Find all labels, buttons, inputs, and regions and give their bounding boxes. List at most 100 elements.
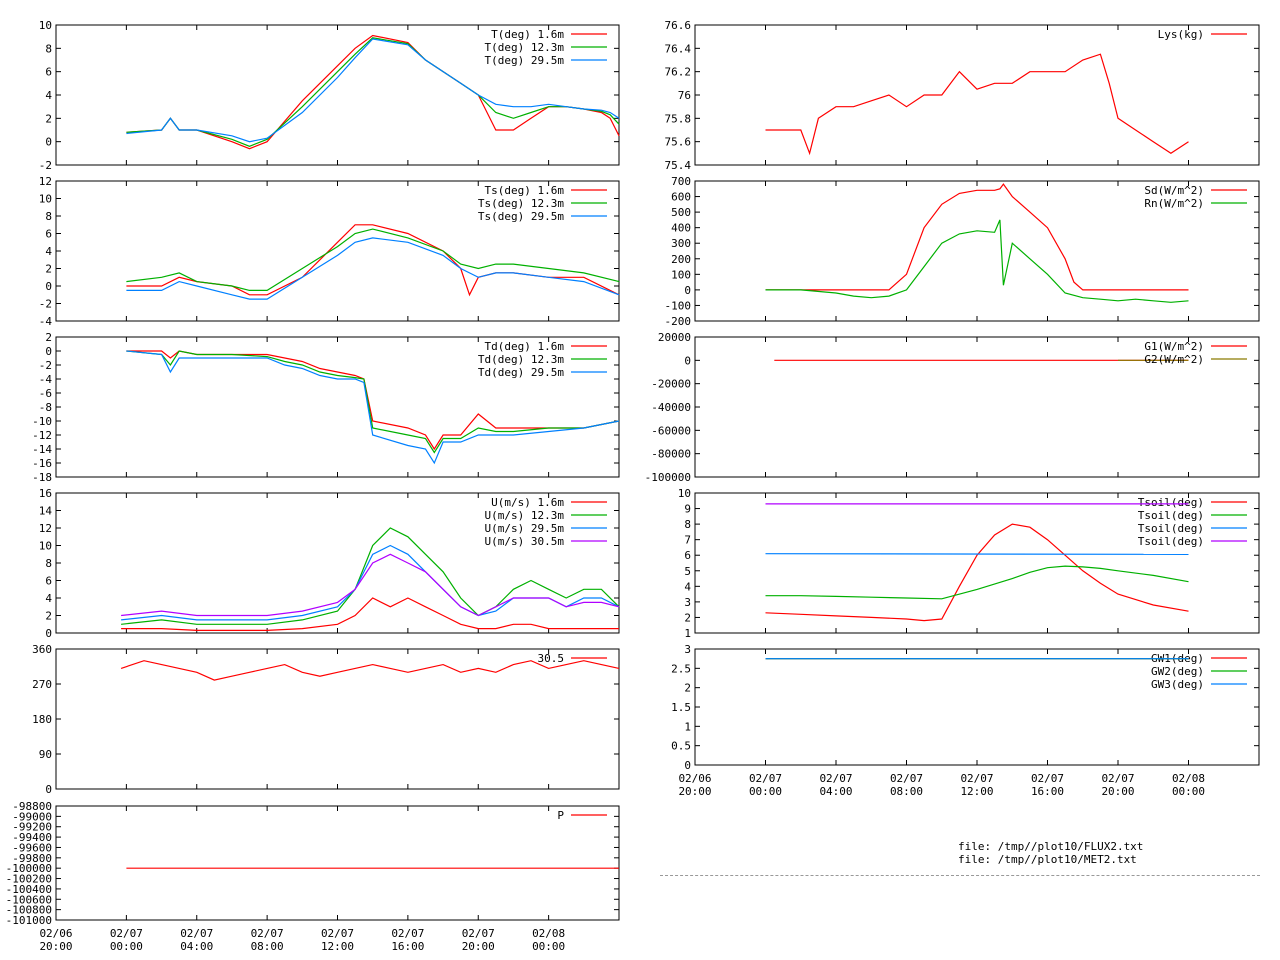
ytick-label-temp: 10 (39, 19, 52, 32)
xtick-time-label: 20:00 (462, 940, 495, 953)
legend-label-tsoil-0: Tsoil(deg) (1138, 496, 1204, 509)
ytick-label-wind: 10 (39, 540, 52, 553)
ytick-label-press: -99800 (12, 852, 52, 865)
series-line-tsurf-0 (126, 224, 620, 297)
ytick-label-wind: 14 (39, 505, 53, 518)
series-line-wind-1 (121, 527, 620, 625)
ytick-label-gw: 2 (684, 682, 691, 695)
xtick-date-label: 02/07 (890, 772, 923, 785)
ytick-label-wdir: 360 (32, 643, 52, 656)
series-line-tsoil-0 (765, 523, 1189, 622)
legend-label-temp-2: T(deg) 29.5m (485, 54, 565, 67)
ytick-label-lys: 76.6 (665, 19, 692, 32)
ytick-label-gflux: -100000 (645, 471, 691, 484)
plot-frame-lys (694, 24, 1260, 166)
series-line-wdir-0 (120, 660, 620, 681)
xtick-date-label: 02/08 (532, 927, 565, 940)
xtick-time-label: 16:00 (1031, 785, 1064, 798)
legend-label-gw-2: GW3(deg) (1151, 678, 1204, 691)
legend-label-tdew-2: Td(deg) 29.5m (478, 366, 564, 379)
xtick-date-label: 02/07 (391, 927, 424, 940)
xtick-time-label: 00:00 (749, 785, 782, 798)
ytick-label-rad: 400 (671, 222, 691, 235)
xtick-date-label: 02/07 (321, 927, 354, 940)
legend-label-wind-0: U(m/s) 1.6m (491, 496, 564, 509)
xtick-time-label: 20:00 (678, 785, 711, 798)
series-line-wind-3 (121, 553, 620, 617)
series-line-rad-1 (765, 219, 1189, 303)
ytick-label-gflux: -40000 (651, 401, 691, 414)
series-line-tsurf-2 (126, 237, 620, 300)
ytick-label-gw: 1 (684, 720, 691, 733)
ytick-label-lys: 76.2 (665, 66, 692, 79)
plot-frame-wdir (55, 648, 620, 790)
ytick-label-wind: 4 (45, 592, 52, 605)
xtick-date-label: 02/07 (180, 927, 213, 940)
xtick-time-label: 04:00 (180, 940, 213, 953)
xtick-time-label: 20:00 (39, 940, 72, 953)
ytick-label-lys: 75.4 (665, 159, 692, 172)
ytick-label-tdew: -8 (39, 401, 52, 414)
legend-label-wdir-0: 30.5 (538, 652, 565, 665)
xtick-date-label: 02/06 (39, 927, 72, 940)
legend-label-lys-0: Lys(kg) (1158, 28, 1204, 41)
ytick-label-lys: 76 (678, 89, 691, 102)
xtick-time-label: 08:00 (890, 785, 923, 798)
ytick-label-tdew: -10 (32, 415, 52, 428)
ytick-label-tdew: -16 (32, 457, 52, 470)
ytick-label-tsoil: 3 (684, 596, 691, 609)
ytick-label-rad: -100 (665, 299, 692, 312)
ytick-label-temp: 0 (45, 136, 52, 149)
file-line-met: file: /tmp//plot10/MET2.txt (958, 853, 1137, 866)
ytick-label-temp: -2 (39, 159, 52, 172)
ytick-label-tsoil: 8 (684, 518, 691, 531)
ytick-label-wdir: 0 (45, 783, 52, 796)
ytick-label-temp: 4 (45, 89, 52, 102)
ytick-label-press: -100000 (6, 862, 52, 875)
ytick-label-temp: 6 (45, 66, 52, 79)
file-info: file: /tmp//plot10/FLUX2.txt file: /tmp//… (958, 840, 1143, 866)
ytick-label-gw: 0 (684, 759, 691, 772)
series-line-tsurf-1 (126, 228, 620, 291)
legend-label-tsoil-2: Tsoil(deg) (1138, 522, 1204, 535)
ytick-label-gflux: -60000 (651, 424, 691, 437)
legend-label-gflux-1: G2(W/m^2) (1144, 353, 1204, 366)
ytick-label-lys: 75.6 (665, 136, 692, 149)
ytick-label-rad: 700 (671, 175, 691, 188)
xtick-date-label: 02/07 (251, 927, 284, 940)
ytick-label-tsurf: 4 (45, 245, 52, 258)
series-line-temp-2 (126, 38, 620, 143)
ytick-label-wind: 6 (45, 575, 52, 588)
legend-label-tsurf-0: Ts(deg) 1.6m (485, 184, 565, 197)
xtick-time-label: 04:00 (819, 785, 852, 798)
ytick-label-wind: 0 (45, 627, 52, 640)
dashed-rule (660, 875, 1260, 876)
xtick-time-label: 20:00 (1101, 785, 1134, 798)
xtick-time-label: 00:00 (532, 940, 565, 953)
ytick-label-gw: 3 (684, 643, 691, 656)
ytick-label-tdew: -14 (32, 443, 52, 456)
legend-label-press-0: P (557, 809, 564, 822)
xtick-date-label: 02/07 (749, 772, 782, 785)
series-line-wind-0 (121, 597, 619, 632)
ytick-label-temp: 8 (45, 42, 52, 55)
ytick-label-tsurf: -2 (39, 298, 52, 311)
legend-label-temp-1: T(deg) 12.3m (485, 41, 565, 54)
ytick-label-tsoil: 1 (684, 627, 691, 640)
series-line-tdew-1 (126, 350, 620, 454)
ytick-label-press: -99000 (12, 810, 52, 823)
xtick-date-label: 02/07 (1031, 772, 1064, 785)
legend-label-rad-1: Rn(W/m^2) (1144, 197, 1204, 210)
ytick-label-gflux: -80000 (651, 448, 691, 461)
ytick-label-tsoil: 4 (684, 580, 691, 593)
xtick-time-label: 00:00 (1172, 785, 1205, 798)
ytick-label-wind: 2 (45, 610, 52, 623)
xtick-date-label: 02/07 (819, 772, 852, 785)
legend-label-tsurf-2: Ts(deg) 29.5m (478, 210, 564, 223)
legend-label-tsurf-1: Ts(deg) 12.3m (478, 197, 564, 210)
xtick-time-label: 00:00 (110, 940, 143, 953)
file-line-flux: file: /tmp//plot10/FLUX2.txt (958, 840, 1144, 853)
legend-label-tsoil-3: Tsoil(deg) (1138, 535, 1204, 548)
xtick-date-label: 02/07 (1101, 772, 1134, 785)
ytick-label-press: -100200 (6, 873, 52, 886)
